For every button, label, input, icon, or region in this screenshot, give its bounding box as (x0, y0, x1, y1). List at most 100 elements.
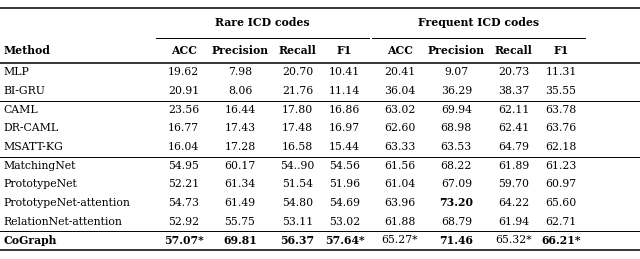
Text: 54.95: 54.95 (168, 161, 199, 171)
Text: 54..90: 54..90 (280, 161, 315, 171)
Text: 55.75: 55.75 (225, 217, 255, 227)
Text: 8.06: 8.06 (228, 86, 252, 96)
Text: F1: F1 (553, 45, 569, 56)
Text: 63.78: 63.78 (545, 105, 577, 115)
Text: 52.21: 52.21 (168, 179, 199, 189)
Text: 63.53: 63.53 (441, 142, 472, 152)
Text: 20.91: 20.91 (168, 86, 199, 96)
Text: 17.28: 17.28 (225, 142, 255, 152)
Text: 20.70: 20.70 (282, 67, 313, 77)
Text: 73.20: 73.20 (439, 197, 474, 208)
Text: 63.96: 63.96 (385, 198, 415, 208)
Text: CoGraph: CoGraph (3, 235, 56, 246)
Text: 53.02: 53.02 (329, 217, 360, 227)
Text: 63.33: 63.33 (384, 142, 416, 152)
Text: 11.14: 11.14 (329, 86, 360, 96)
Text: 64.79: 64.79 (499, 142, 529, 152)
Text: 20.73: 20.73 (499, 67, 529, 77)
Text: ACC: ACC (171, 45, 196, 56)
Text: 68.98: 68.98 (441, 123, 472, 133)
Text: MatchingNet: MatchingNet (3, 161, 76, 171)
Text: 65.27*: 65.27* (381, 235, 419, 245)
Text: 15.44: 15.44 (329, 142, 360, 152)
Text: 51.96: 51.96 (329, 179, 360, 189)
Text: 16.44: 16.44 (225, 105, 255, 115)
Text: Frequent ICD codes: Frequent ICD codes (418, 17, 539, 28)
Text: Precision: Precision (428, 45, 485, 56)
Text: 11.31: 11.31 (545, 67, 577, 77)
Text: 52.92: 52.92 (168, 217, 199, 227)
Text: Rare ICD codes: Rare ICD codes (215, 17, 309, 28)
Text: 53.11: 53.11 (282, 217, 313, 227)
Text: MLP: MLP (3, 67, 29, 77)
Text: 62.60: 62.60 (384, 123, 416, 133)
Text: 60.17: 60.17 (225, 161, 255, 171)
Text: 61.88: 61.88 (384, 217, 416, 227)
Text: 16.58: 16.58 (282, 142, 313, 152)
Text: 54.69: 54.69 (329, 198, 360, 208)
Text: 69.94: 69.94 (441, 105, 472, 115)
Text: 7.98: 7.98 (228, 67, 252, 77)
Text: 60.97: 60.97 (545, 179, 577, 189)
Text: DR-CAML: DR-CAML (3, 123, 58, 133)
Text: 61.34: 61.34 (225, 179, 255, 189)
Text: 19.62: 19.62 (168, 67, 199, 77)
Text: RelationNet-attention: RelationNet-attention (3, 217, 122, 227)
Text: PrototypeNet-attention: PrototypeNet-attention (3, 198, 130, 208)
Text: 17.80: 17.80 (282, 105, 313, 115)
Text: 16.86: 16.86 (329, 105, 360, 115)
Text: 65.32*: 65.32* (495, 235, 532, 245)
Text: 63.02: 63.02 (384, 105, 416, 115)
Text: 66.21*: 66.21* (541, 235, 580, 246)
Text: 51.54: 51.54 (282, 179, 313, 189)
Text: 62.71: 62.71 (545, 217, 577, 227)
Text: 21.76: 21.76 (282, 86, 313, 96)
Text: 54.73: 54.73 (168, 198, 199, 208)
Text: 56.37: 56.37 (280, 235, 315, 246)
Text: 69.81: 69.81 (223, 235, 257, 246)
Text: 54.80: 54.80 (282, 198, 313, 208)
Text: 64.22: 64.22 (499, 198, 529, 208)
Text: 16.97: 16.97 (329, 123, 360, 133)
Text: BI-GRU: BI-GRU (3, 86, 45, 96)
Text: 36.29: 36.29 (441, 86, 472, 96)
Text: Recall: Recall (278, 45, 317, 56)
Text: 38.37: 38.37 (499, 86, 529, 96)
Text: 62.11: 62.11 (498, 105, 530, 115)
Text: 65.60: 65.60 (545, 198, 577, 208)
Text: 17.43: 17.43 (225, 123, 255, 133)
Text: ACC: ACC (387, 45, 413, 56)
Text: 61.94: 61.94 (499, 217, 529, 227)
Text: 54.56: 54.56 (329, 161, 360, 171)
Text: 61.56: 61.56 (385, 161, 415, 171)
Text: 68.79: 68.79 (441, 217, 472, 227)
Text: 59.70: 59.70 (499, 179, 529, 189)
Text: 57.64*: 57.64* (325, 235, 364, 246)
Text: 71.46: 71.46 (439, 235, 474, 246)
Text: 62.41: 62.41 (499, 123, 529, 133)
Text: 16.04: 16.04 (168, 142, 199, 152)
Text: 36.04: 36.04 (385, 86, 415, 96)
Text: CAML: CAML (3, 105, 38, 115)
Text: 23.56: 23.56 (168, 105, 199, 115)
Text: Recall: Recall (495, 45, 533, 56)
Text: 68.22: 68.22 (440, 161, 472, 171)
Text: 17.48: 17.48 (282, 123, 313, 133)
Text: 9.07: 9.07 (444, 67, 468, 77)
Text: 20.41: 20.41 (385, 67, 415, 77)
Text: 61.04: 61.04 (385, 179, 415, 189)
Text: 61.89: 61.89 (499, 161, 529, 171)
Text: 57.07*: 57.07* (164, 235, 204, 246)
Text: 67.09: 67.09 (441, 179, 472, 189)
Text: MSATT-KG: MSATT-KG (3, 142, 63, 152)
Text: Precision: Precision (211, 45, 269, 56)
Text: 10.41: 10.41 (329, 67, 360, 77)
Text: 35.55: 35.55 (545, 86, 577, 96)
Text: F1: F1 (337, 45, 353, 56)
Text: 63.76: 63.76 (545, 123, 577, 133)
Text: Method: Method (3, 45, 50, 56)
Text: 16.77: 16.77 (168, 123, 199, 133)
Text: 62.18: 62.18 (545, 142, 577, 152)
Text: PrototypeNet: PrototypeNet (3, 179, 77, 189)
Text: 61.23: 61.23 (545, 161, 577, 171)
